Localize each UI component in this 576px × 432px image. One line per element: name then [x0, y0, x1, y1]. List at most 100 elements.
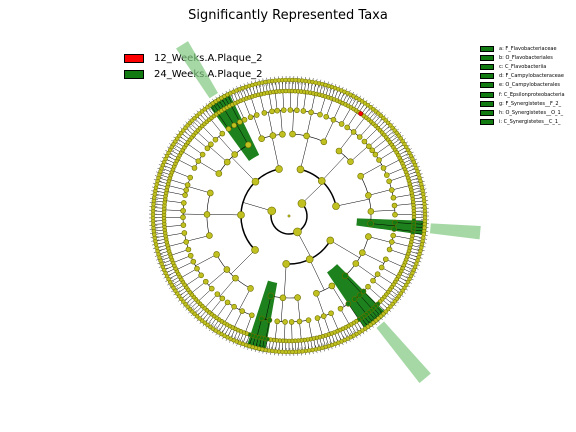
clade-swatch: [480, 82, 494, 89]
tree-node: [320, 313, 327, 319]
clade-legend-item: b: O_Flavobacteriales: [480, 53, 565, 62]
tree-node: [317, 111, 323, 118]
branch-line: [267, 112, 274, 136]
root-node: [287, 214, 291, 218]
tree-node: [386, 246, 393, 253]
branch-line: [224, 108, 235, 126]
branch-line: [372, 138, 388, 151]
tree-node: [261, 110, 268, 116]
branch-line: [192, 135, 208, 149]
legend-label: 24_Weeks.A.Plaque_2: [154, 68, 263, 80]
clade-swatch: [480, 109, 494, 116]
branch-line: [370, 209, 395, 212]
tree-node: [384, 172, 390, 178]
tree-node: [195, 158, 202, 164]
tree-node: [323, 113, 330, 120]
clade-legend-label: i: C_Synergistetes__C_1_: [499, 119, 561, 126]
tree-node: [314, 315, 321, 321]
tree-node: [367, 208, 375, 215]
annotation-band: [429, 223, 481, 240]
branch-line: [280, 297, 284, 322]
branch-arc: [270, 202, 308, 235]
clade-legend-item: e: O_Campylobacterales: [480, 81, 565, 90]
tree-node: [345, 301, 352, 307]
branch-line: [172, 255, 191, 263]
branch-arc: [360, 176, 372, 224]
branch-line: [368, 189, 392, 196]
clade-swatch: [480, 73, 494, 80]
tree-node: [366, 143, 372, 150]
branch-line: [321, 155, 346, 182]
tree-node: [294, 294, 301, 301]
branch-line: [202, 125, 216, 140]
tree-node: [274, 318, 281, 325]
chart-title: Significantly Represented Taxa: [188, 8, 388, 23]
branch-line: [375, 143, 391, 155]
branch-line: [231, 157, 256, 182]
tree-node: [317, 177, 326, 185]
tree-node: [181, 230, 188, 236]
clade-legend-item: d: F_Campylobacteraceae: [480, 72, 565, 81]
tree-node: [365, 283, 371, 290]
branch-line: [167, 185, 187, 191]
tree-node: [378, 264, 385, 271]
branch-line: [338, 131, 354, 152]
tree-node: [248, 312, 255, 319]
branch-line: [242, 202, 272, 212]
branch-arc: [240, 168, 280, 251]
clade-legend-item: c: C_Flavobacteriia: [480, 62, 565, 71]
clade-legend-item: f: C_Epsilonproteobacteria: [480, 90, 565, 99]
branch-line: [196, 131, 212, 145]
tree-node: [367, 220, 374, 227]
legend-item-12-weeks: 12_Weeks.A.Plaque_2: [124, 50, 263, 66]
branch-line: [393, 235, 412, 240]
tree-node: [187, 174, 194, 181]
tree-node: [372, 151, 379, 158]
clade-legend-label: c: C_Flavobacteriia: [499, 63, 547, 70]
tree-node: [215, 170, 223, 177]
clade-legend-label: f: C_Epsilonproteobacteria: [499, 91, 565, 98]
tree-node: [267, 292, 275, 300]
branch-line: [391, 241, 411, 247]
branch-line: [301, 182, 324, 204]
tree-node: [183, 239, 190, 245]
branch-line: [372, 280, 389, 293]
branch-line: [187, 143, 203, 155]
branch-line: [306, 112, 313, 136]
tree-node: [344, 124, 351, 131]
clade-swatch: [480, 63, 494, 70]
branch-line: [377, 273, 394, 285]
branch-line: [333, 102, 342, 120]
tree-node: [357, 172, 364, 180]
tree-node: [258, 135, 265, 142]
tree-node: [360, 288, 367, 295]
branch-line: [210, 118, 223, 134]
branch-line: [190, 281, 206, 294]
branch-line: [346, 111, 358, 128]
tree-node: [214, 291, 221, 297]
branch-line: [363, 291, 378, 306]
tree-node: [282, 319, 288, 325]
branch-line: [341, 107, 352, 125]
clade-legend-label: d: F_Campylobacteraceae: [499, 73, 564, 80]
branch-line: [348, 303, 360, 320]
tree-node: [181, 200, 187, 206]
tree-node: [251, 177, 260, 186]
tree-node: [232, 274, 239, 282]
tree-node: [180, 214, 186, 221]
branch-arc: [216, 254, 251, 289]
tree-node: [198, 272, 204, 279]
branch-line: [167, 241, 187, 247]
tree-node: [320, 138, 328, 146]
branch-line: [297, 297, 301, 322]
tree-node: [365, 233, 372, 240]
branch-line: [265, 320, 270, 339]
branch-line: [165, 232, 185, 237]
branch-line: [259, 94, 265, 113]
branch-line: [172, 170, 191, 178]
branch-line: [360, 164, 382, 177]
tree-node: [206, 232, 213, 239]
tree-node: [305, 255, 314, 264]
branch-line: [394, 228, 414, 232]
